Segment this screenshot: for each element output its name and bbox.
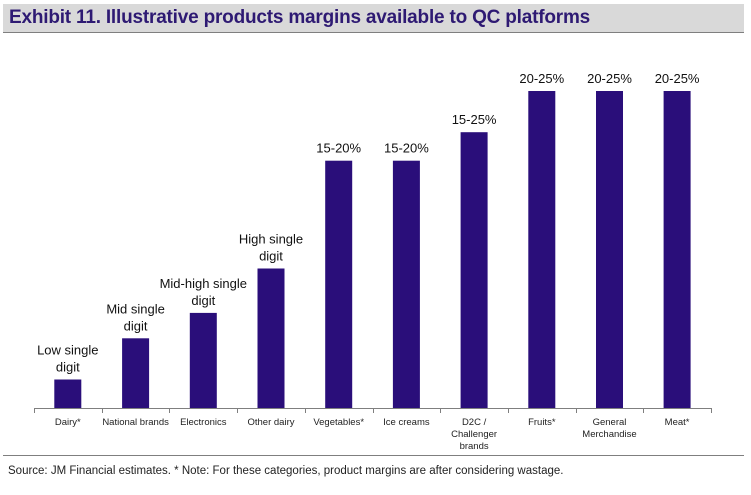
data-label: Low single [37,343,98,358]
data-label: digit [259,249,283,264]
category-label: Electronics [180,417,227,428]
bar [325,160,353,408]
bar [596,91,623,408]
bar [528,91,556,408]
data-label: 20-25% [519,71,564,86]
data-label: digit [124,318,148,333]
data-label: High single [239,232,303,247]
bar [189,312,217,408]
bar [460,132,488,408]
category-label: General [593,417,627,428]
data-label: Mid single [106,301,165,316]
data-label: digit [191,293,215,308]
data-label: 20-25% [655,71,700,86]
bar [122,338,150,408]
bar [54,379,82,408]
bar [392,160,420,408]
category-label: Fruits* [528,417,556,428]
category-label: brands [460,441,489,452]
category-label: D2C / [462,417,487,428]
data-label: 15-25% [452,112,497,127]
bar [257,268,285,408]
source-note: Source: JM Financial estimates. * Note: … [8,465,564,477]
data-label: 15-20% [316,141,361,156]
category-label: Merchandise [582,429,636,440]
chart-title: Exhibit 11. Illustrative products margin… [9,7,591,28]
category-label: Challenger [451,429,497,440]
source-divider [3,455,744,456]
data-label: Mid-high single [160,276,247,291]
bar [663,91,691,408]
category-label: Other dairy [248,417,295,428]
category-label: Vegetables* [313,417,364,428]
category-label: Meat* [665,417,690,428]
category-label: National brands [102,417,169,428]
data-label: 20-25% [587,71,632,86]
title-bar: Exhibit 11. Illustrative products margin… [3,4,744,33]
data-label: 15-20% [384,141,429,156]
data-label: digit [56,360,80,375]
category-label: Dairy* [55,417,81,428]
category-label: Ice creams [383,417,430,428]
